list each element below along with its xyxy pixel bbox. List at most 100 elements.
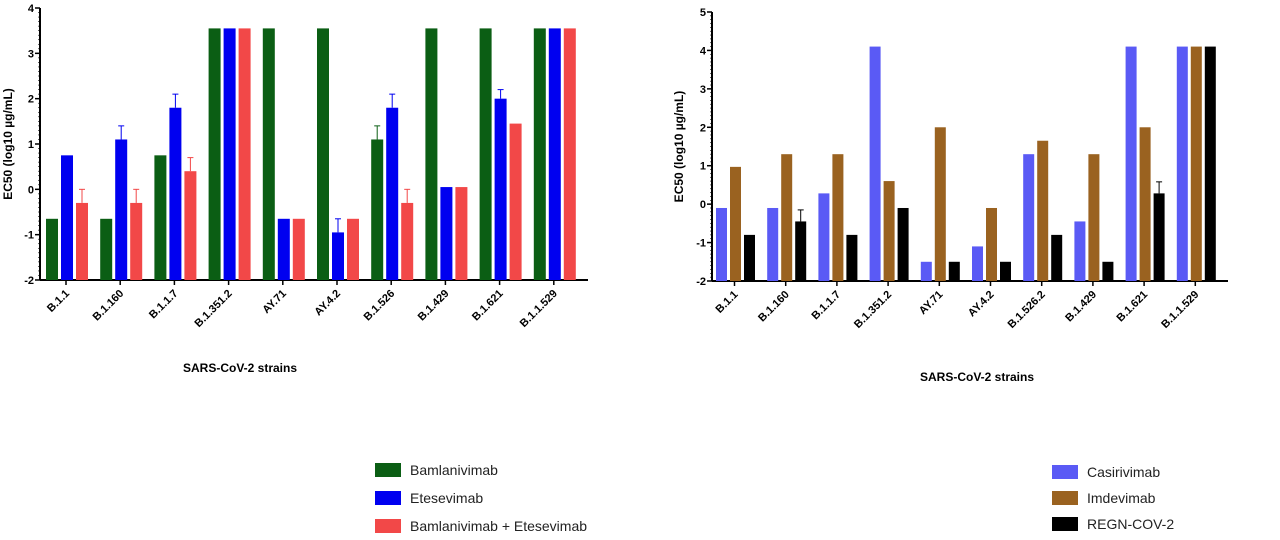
bar-bamlanivimab-etesevimab — [130, 202, 143, 280]
chart-1: -2 -1 0 1 2 3 4 EC50 (log10 µg/mL) B.1.1 B.1.160 B… — [1, 3, 588, 534]
x-tick-label: B.1.526.2 — [1006, 289, 1048, 331]
y-tick-label: -2 — [24, 275, 34, 287]
x-tick-label: B.1.1.529 — [518, 288, 560, 330]
bar-etesevimab — [440, 187, 453, 280]
bar-imdevimab — [1139, 127, 1151, 282]
legend-swatch — [375, 463, 401, 477]
y-tick-label: 2 — [700, 122, 706, 134]
legend-label: Bamlanivimab — [410, 462, 498, 478]
bar-casirivimab — [1125, 46, 1137, 282]
bar-casirivimab — [1023, 154, 1035, 281]
bar-casirivimab — [869, 46, 881, 282]
x-tick-label: B.1.621 — [1114, 289, 1150, 325]
legend-label: Etesevimab — [410, 490, 483, 506]
x-axis-label: SARS-CoV-2 strains — [920, 370, 1034, 384]
bar-etesevimab — [223, 28, 236, 281]
y-tick-label: 0 — [700, 199, 706, 211]
bar-casirivimab — [1176, 46, 1188, 282]
bar-casirivimab — [767, 207, 779, 281]
bar-bamlanivimab — [317, 28, 329, 281]
bar-bamlanivimab-etesevimab — [76, 202, 88, 280]
bar-bamlanivimab — [208, 28, 221, 281]
bar-imdevimab — [1088, 154, 1100, 281]
x-tick-label: B.1.429 — [1063, 289, 1099, 325]
x-tick-label: B.1.1 — [714, 289, 741, 316]
bar-bamlanivimab-etesevimab — [238, 28, 251, 281]
bar-bamlanivimab-etesevimab — [184, 171, 197, 280]
y-axis-label: EC50 (log10 µg/mL) — [1, 88, 15, 200]
legend-swatch — [375, 491, 401, 505]
bar-etesevimab — [332, 232, 344, 280]
x-tick-label: B.1.1.529 — [1159, 289, 1201, 331]
x-tick-label: B.1.160 — [756, 289, 792, 325]
bar-regn-cov-2 — [846, 234, 858, 281]
bar-regn-cov-2 — [1153, 193, 1165, 281]
chart-2: -2 -1 0 1 2 3 4 5 EC50 (log10 µg/mL) B.1.1 B.1.160… — [672, 7, 1228, 532]
bar-casirivimab — [716, 207, 727, 281]
bar-etesevimab — [386, 107, 399, 280]
bar-bamlanivimab-etesevimab — [455, 187, 468, 280]
x-tick-label: B.1.1 — [45, 288, 72, 315]
x-tick-label: B.1.351.2 — [852, 289, 894, 331]
legend-swatch — [1052, 517, 1078, 531]
x-tick-label: B.1.621 — [470, 288, 506, 324]
x-tick-label: B.1.1.7 — [809, 289, 843, 323]
bar-regn-cov-2 — [795, 221, 807, 281]
bar-bamlanivimab — [371, 139, 384, 280]
bar-etesevimab — [61, 155, 73, 280]
y-tick-label: 3 — [700, 84, 706, 96]
bar-bamlanivimab — [479, 28, 492, 281]
bar-etesevimab — [115, 139, 128, 280]
y-tick-label: 4 — [700, 45, 707, 57]
y-axis-label: EC50 (log10 µg/mL) — [672, 91, 686, 203]
y-tick-label: 3 — [28, 48, 34, 60]
bar-regn-cov-2 — [744, 234, 755, 281]
x-tick-label: AY.4.2 — [966, 289, 997, 320]
bar-bamlanivimab — [46, 218, 58, 280]
x-tick-label: B.1.351.2 — [193, 288, 235, 330]
bar-regn-cov-2 — [1204, 46, 1216, 282]
x-tick-label: B.1.526 — [362, 288, 398, 324]
bar-bamlanivimab — [154, 155, 167, 280]
legend-label: Casirivimab — [1087, 464, 1160, 480]
legend-swatch — [1052, 491, 1078, 505]
bar-bamlanivimab — [262, 28, 275, 281]
bar-etesevimab — [169, 107, 182, 280]
bar-casirivimab — [1074, 221, 1086, 281]
y-tick-label: 1 — [28, 139, 34, 151]
y-tick-label: 0 — [28, 184, 34, 196]
bar-etesevimab — [494, 98, 507, 281]
x-tick-label: AY.4.2 — [312, 288, 343, 319]
bar-imdevimab — [1190, 46, 1202, 282]
bar-casirivimab — [920, 261, 932, 281]
y-tick-label: -1 — [24, 230, 34, 242]
bar-imdevimab — [934, 127, 946, 282]
bar-imdevimab — [832, 154, 844, 281]
x-tick-label: AY.71 — [917, 289, 946, 318]
bar-bamlanivimab-etesevimab — [292, 218, 305, 280]
bar-etesevimab — [277, 218, 290, 280]
bar-imdevimab — [883, 181, 895, 281]
bar-regn-cov-2 — [897, 207, 909, 281]
legend-swatch — [1052, 465, 1078, 479]
y-tick-label: -2 — [696, 276, 706, 288]
bar-regn-cov-2 — [1102, 261, 1114, 281]
bar-imdevimab — [1037, 140, 1049, 281]
bar-imdevimab — [781, 154, 793, 281]
bar-bamlanivimab-etesevimab — [563, 28, 576, 281]
bar-regn-cov-2 — [948, 261, 960, 281]
bar-regn-cov-2 — [1000, 261, 1011, 281]
bar-imdevimab — [730, 166, 741, 281]
bar-imdevimab — [986, 207, 997, 281]
legend-swatch — [375, 519, 401, 533]
bar-bamlanivimab-etesevimab — [509, 123, 522, 280]
x-axis-label: SARS-CoV-2 strains — [183, 361, 297, 375]
bar-bamlanivimab — [100, 218, 113, 280]
legend-label: Imdevimab — [1087, 490, 1156, 506]
bar-regn-cov-2 — [1051, 234, 1063, 281]
legend-label: REGN-COV-2 — [1087, 516, 1174, 532]
legend-label: Bamlanivimab + Etesevimab — [410, 518, 587, 534]
bar-bamlanivimab-etesevimab — [401, 202, 414, 280]
y-tick-label: 1 — [700, 161, 706, 173]
